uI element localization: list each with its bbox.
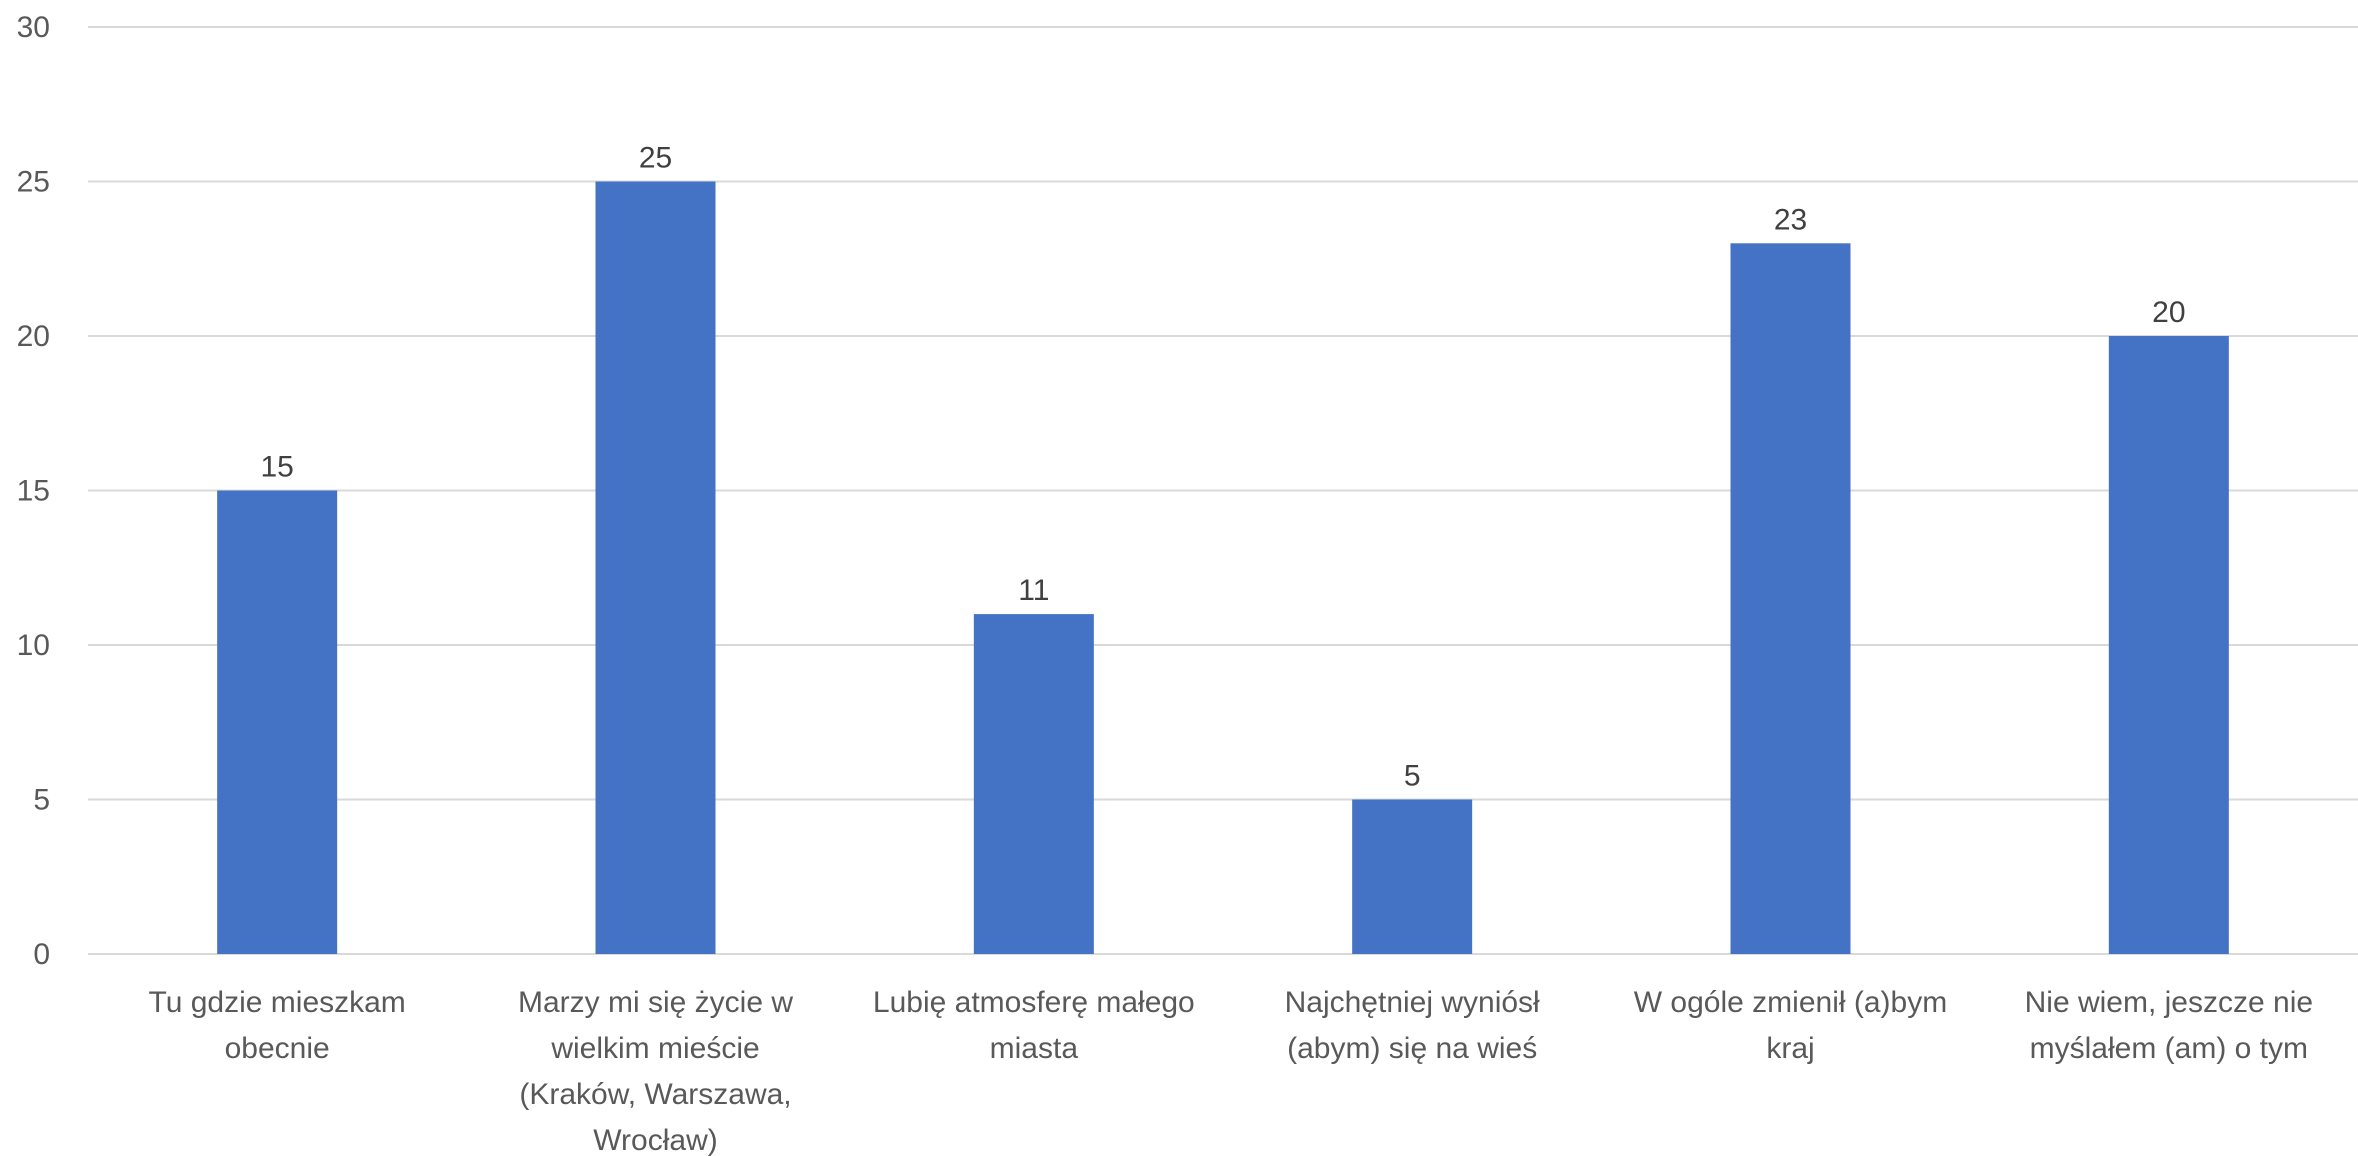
bar [973, 614, 1094, 954]
category-label-line: myślałem (am) o tym [2030, 1032, 2308, 1065]
category-label-line: Lubię atmosferę małego [873, 986, 1195, 1019]
data-label: 23 [1774, 203, 1807, 236]
data-label: 15 [260, 451, 293, 484]
category-label: Nie wiem, jeszcze nie myślałem (am) o tym [2025, 986, 2313, 1065]
category-label: W ogóle zmienił (a)bym kraj [1634, 986, 1947, 1065]
category-label-line: W ogóle zmienił (a)bym [1634, 986, 1947, 1019]
y-tick-label: 30 [17, 11, 50, 44]
category-label-line: (Kraków, Warszawa, [519, 1078, 791, 1111]
bar [1352, 799, 1473, 954]
y-tick-label: 0 [33, 938, 50, 971]
bar [217, 490, 338, 954]
category-label-line: miasta [990, 1032, 1079, 1065]
data-label: 25 [639, 142, 672, 175]
category-label: Najchętniej wyniósł (abym) się na wieś [1285, 986, 1540, 1065]
data-label: 20 [2152, 296, 2185, 329]
category-label-line: Najchętniej wyniósł [1285, 986, 1540, 1019]
data-labels: 15 25 11 5 23 20 [260, 142, 2185, 793]
y-axis-ticks: 0 5 10 15 20 25 30 [17, 11, 50, 971]
data-label: 11 [1018, 574, 1049, 607]
bars [217, 181, 2229, 955]
category-label: Tu gdzie mieszkam obecnie [149, 986, 406, 1065]
category-label-line: Wrocław) [593, 1124, 717, 1156]
y-tick-label: 25 [17, 166, 50, 199]
category-label-line: wielkim mieście [550, 1032, 759, 1065]
gridlines [88, 26, 2358, 955]
data-label: 5 [1404, 760, 1421, 793]
category-label-line: Nie wiem, jeszcze nie [2025, 986, 2313, 1019]
category-label-line: kraj [1766, 1032, 1814, 1065]
category-label-line: Marzy mi się życie w [518, 986, 793, 1019]
category-label: Marzy mi się życie w wielkim mieście (Krak… [518, 986, 793, 1156]
category-labels: Tu gdzie mieszkam obecnie Marzy mi się życ… [149, 986, 2314, 1156]
y-tick-label: 10 [17, 629, 50, 662]
bar [595, 181, 716, 954]
category-label-line: (abym) się na wieś [1287, 1032, 1537, 1065]
category-label: Lubię atmosferę małego miasta [873, 986, 1195, 1065]
bar [2108, 336, 2229, 954]
y-tick-label: 20 [17, 320, 50, 353]
y-tick-label: 5 [33, 784, 50, 817]
category-label-line: obecnie [225, 1032, 330, 1065]
category-label-line: Tu gdzie mieszkam [149, 986, 406, 1019]
bar [1730, 243, 1851, 955]
y-tick-label: 15 [17, 475, 50, 508]
